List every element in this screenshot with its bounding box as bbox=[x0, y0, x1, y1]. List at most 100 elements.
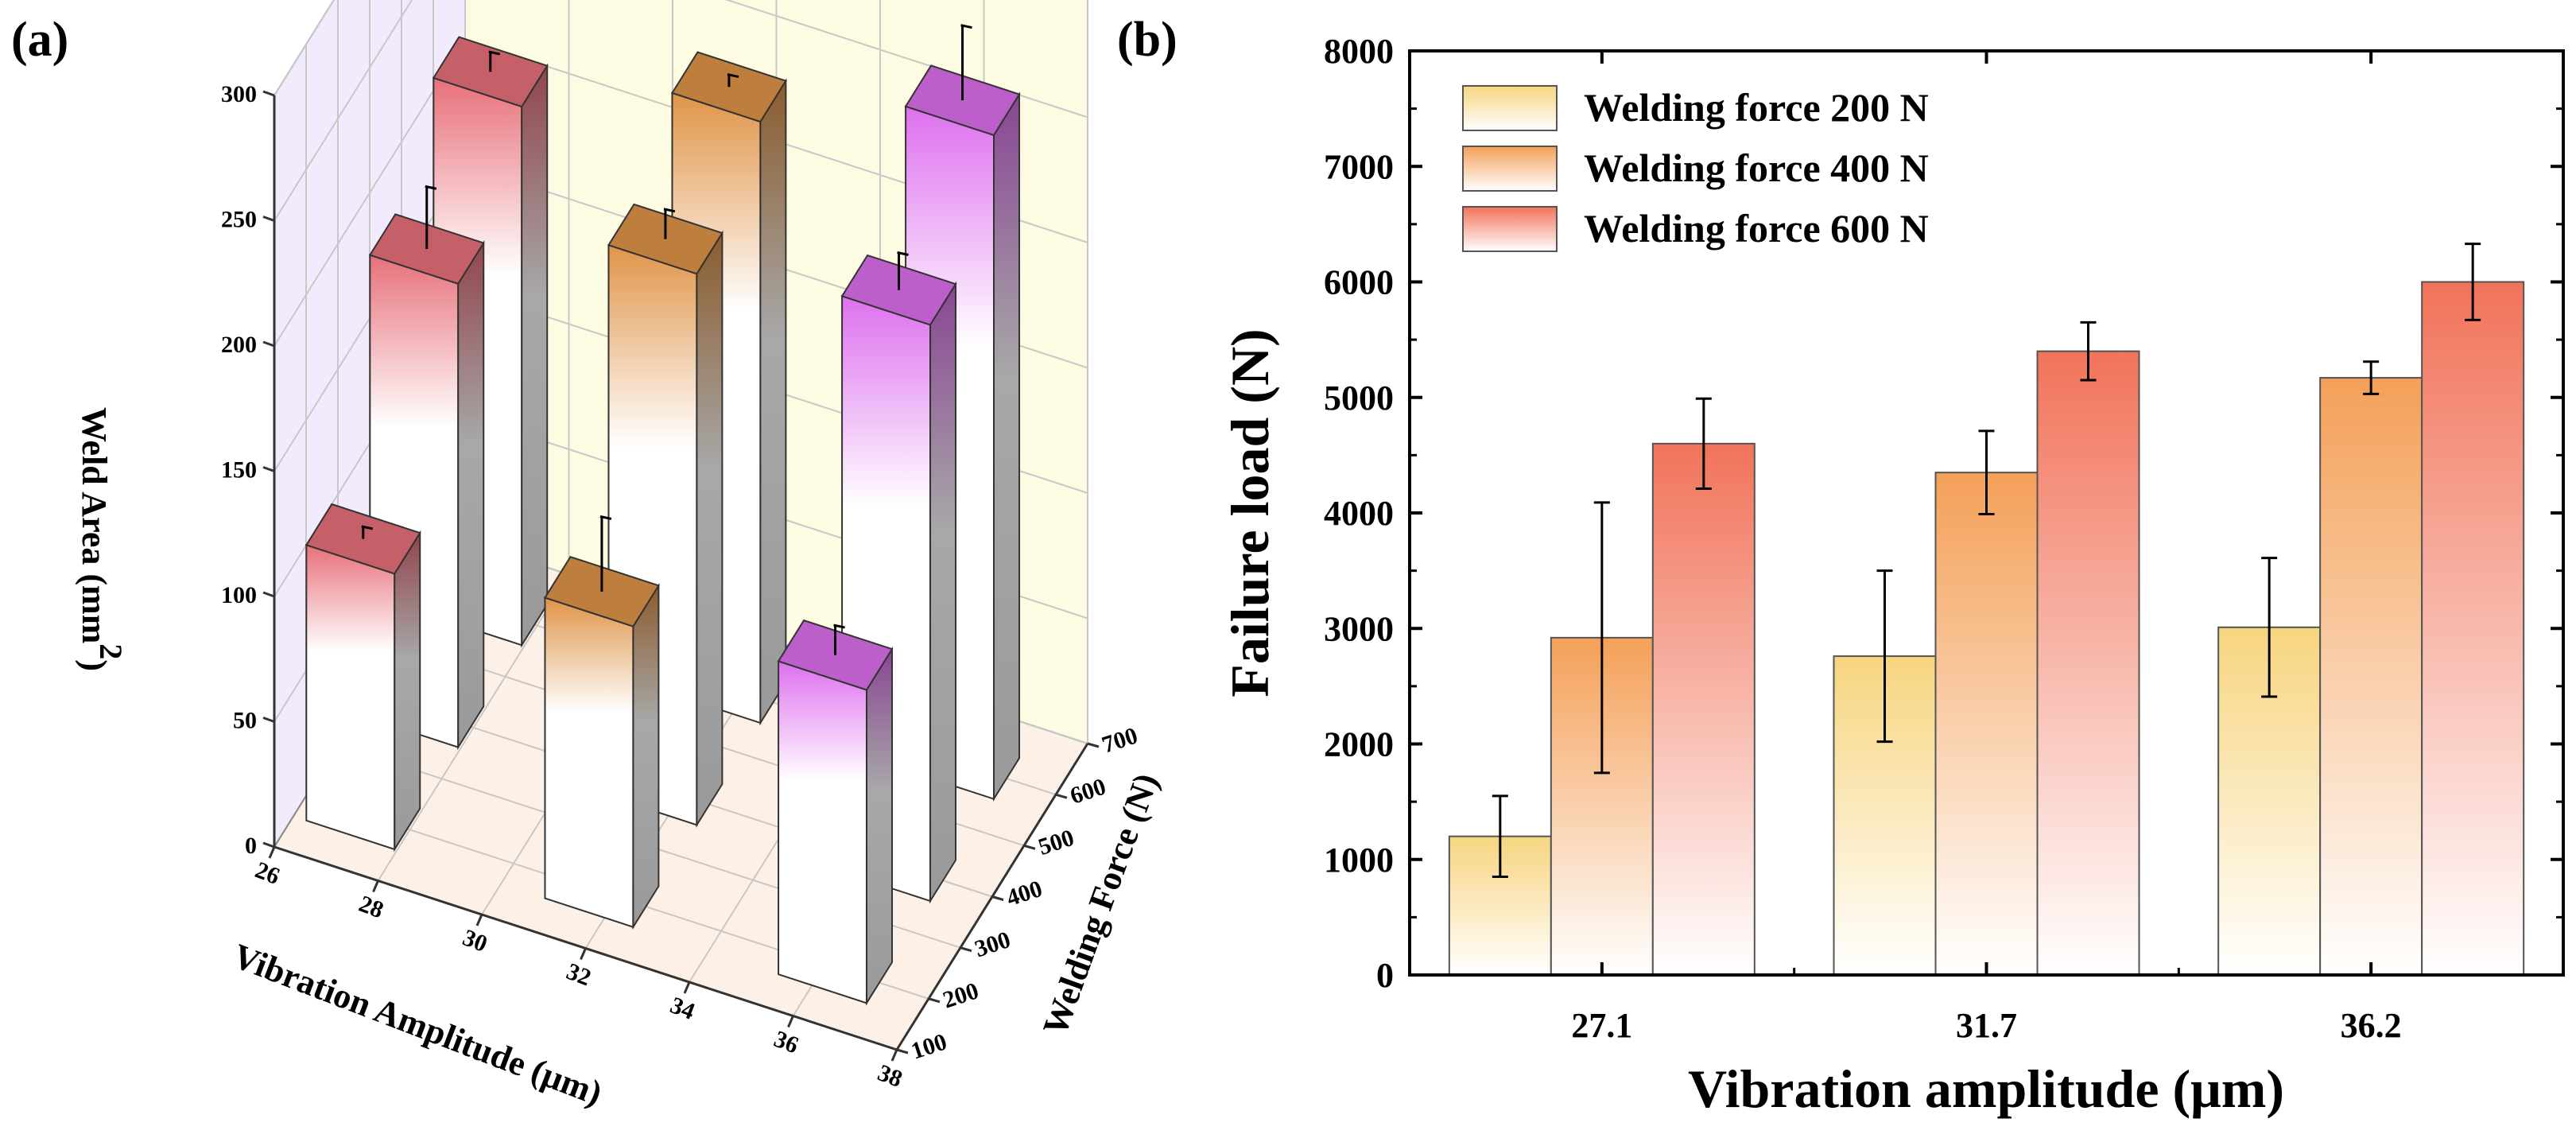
legend-label: Welding force 200 N bbox=[1584, 85, 1929, 130]
z-tick-label: 200 bbox=[221, 332, 257, 358]
x-tick-label: 30 bbox=[459, 924, 491, 957]
y-tick bbox=[991, 895, 1004, 901]
y-tick-label: 7000 bbox=[1324, 147, 1394, 186]
y-tick bbox=[928, 997, 941, 1004]
bar bbox=[1934, 472, 2039, 976]
panel-a-x-axis-label: Vibration Amplitude (μm) bbox=[227, 936, 607, 1113]
bar bbox=[1651, 442, 1755, 976]
panel-a-z-axis-label: Weld Area (mm2) bbox=[75, 407, 129, 671]
bar-side-face bbox=[696, 230, 724, 828]
error-cap bbox=[727, 73, 739, 79]
y-tick-label: 100 bbox=[908, 1028, 950, 1064]
x-tick bbox=[683, 981, 691, 994]
x-tick bbox=[890, 1049, 898, 1062]
bar bbox=[2319, 377, 2423, 976]
z-tick-label: 150 bbox=[221, 457, 257, 484]
x-tick-label: 31.7 bbox=[1956, 1006, 2017, 1045]
z-tick-label: 100 bbox=[221, 582, 257, 608]
bar-front-face bbox=[305, 543, 396, 851]
x-tick-label: 28 bbox=[355, 891, 387, 924]
bar-front-face bbox=[544, 596, 634, 929]
z-tick-label: 300 bbox=[221, 81, 257, 107]
y-tick-label: 200 bbox=[940, 977, 982, 1013]
error-cap bbox=[960, 24, 972, 29]
y-tick-label: 400 bbox=[1003, 876, 1046, 911]
bar-side-face bbox=[993, 91, 1021, 802]
legend-swatch bbox=[1462, 146, 1558, 192]
bar-side-face bbox=[632, 582, 660, 930]
x-tick-label: 34 bbox=[666, 992, 698, 1025]
panel-b-bars bbox=[1448, 243, 2525, 976]
legend-label: Welding force 400 N bbox=[1584, 146, 1929, 190]
y-tick-label: 300 bbox=[972, 926, 1014, 962]
z-tick bbox=[262, 717, 275, 723]
y-tick bbox=[1087, 742, 1100, 748]
z-tick-label: 50 bbox=[233, 708, 257, 734]
y-tick bbox=[896, 1048, 909, 1054]
z-tick bbox=[262, 340, 275, 348]
y-tick-label: 4000 bbox=[1324, 494, 1394, 533]
bar-top-face bbox=[543, 556, 660, 627]
x-tick bbox=[372, 880, 379, 893]
z-tick bbox=[262, 591, 275, 598]
x-tick bbox=[787, 1015, 794, 1028]
bar-top-face bbox=[777, 619, 894, 691]
panel-b-x-axis: 27.1 31.7 36.2 bbox=[1571, 51, 2402, 1045]
z-tick bbox=[262, 466, 275, 472]
y-tick-label: 5000 bbox=[1324, 379, 1394, 418]
panel-a-y-axis-label: Welding Force (N) bbox=[1035, 768, 1166, 1040]
error-cap bbox=[425, 184, 437, 190]
bar-side-face bbox=[866, 646, 894, 1006]
y-tick-label: 2000 bbox=[1324, 725, 1394, 764]
x-tick bbox=[268, 846, 276, 859]
panel-b-bar-chart: (b) 0 1000 2000 3000 4000 5000 6000 7000 8000 27… bbox=[1117, 13, 2565, 1119]
bar-side-face bbox=[394, 530, 421, 853]
error-cap bbox=[833, 623, 845, 629]
bar bbox=[2421, 281, 2525, 976]
z-tick bbox=[262, 216, 275, 222]
z-tick-label: 0 bbox=[245, 833, 257, 859]
y-tick-label: 700 bbox=[1099, 722, 1141, 758]
bar-side-face bbox=[521, 63, 549, 648]
legend-swatch bbox=[1462, 206, 1558, 252]
y-tick-label: 600 bbox=[1067, 774, 1109, 810]
x-tick bbox=[580, 947, 587, 961]
bar-top-face bbox=[305, 503, 421, 575]
legend-label: Welding force 600 N bbox=[1584, 206, 1929, 251]
y-tick-label: 6000 bbox=[1324, 263, 1394, 302]
panel-b-label: (b) bbox=[1117, 13, 1177, 67]
bar-front-face bbox=[778, 660, 868, 1004]
bar-side-face bbox=[759, 78, 787, 726]
panel-b-y-axis-label: Failure load (N) bbox=[1220, 328, 1280, 697]
bar-3d bbox=[777, 619, 894, 1006]
x-tick-label: 32 bbox=[563, 958, 595, 992]
panel-a-label: (a) bbox=[11, 13, 68, 67]
bar-3d bbox=[305, 503, 421, 853]
error-cap bbox=[361, 525, 374, 530]
legend-swatch bbox=[1462, 85, 1558, 131]
y-tick-label: 1000 bbox=[1324, 841, 1394, 880]
y-tick-label: 8000 bbox=[1324, 32, 1394, 71]
x-tick-label: 36.2 bbox=[2341, 1006, 2402, 1045]
panel-a-3d-bar-chart: (a) 050100150200250300262830323436381002… bbox=[11, 0, 1166, 1113]
y-tick bbox=[960, 946, 972, 953]
z-tick bbox=[262, 90, 275, 97]
bar-3d bbox=[543, 515, 660, 930]
error-cap bbox=[488, 50, 501, 56]
panel-b-legend: Welding force 200 N Welding force 400 N We… bbox=[1462, 85, 1929, 252]
y-tick-label: 0 bbox=[1376, 956, 1394, 995]
z-tick bbox=[262, 841, 275, 849]
error-cap bbox=[663, 208, 676, 213]
y-tick-label: 3000 bbox=[1324, 609, 1394, 648]
x-tick bbox=[475, 914, 483, 926]
bar-side-face bbox=[457, 240, 485, 751]
error-cap bbox=[897, 251, 909, 256]
bar-side-face bbox=[929, 281, 957, 904]
x-tick-label: 36 bbox=[770, 1026, 802, 1059]
bar bbox=[2036, 350, 2140, 976]
panel-a-bars bbox=[305, 24, 1021, 1006]
x-tick-label: 27.1 bbox=[1571, 1006, 1632, 1045]
x-tick-label: 26 bbox=[251, 856, 283, 890]
panel-b-x-axis-label: Vibration amplitude (μm) bbox=[1688, 1058, 2284, 1119]
